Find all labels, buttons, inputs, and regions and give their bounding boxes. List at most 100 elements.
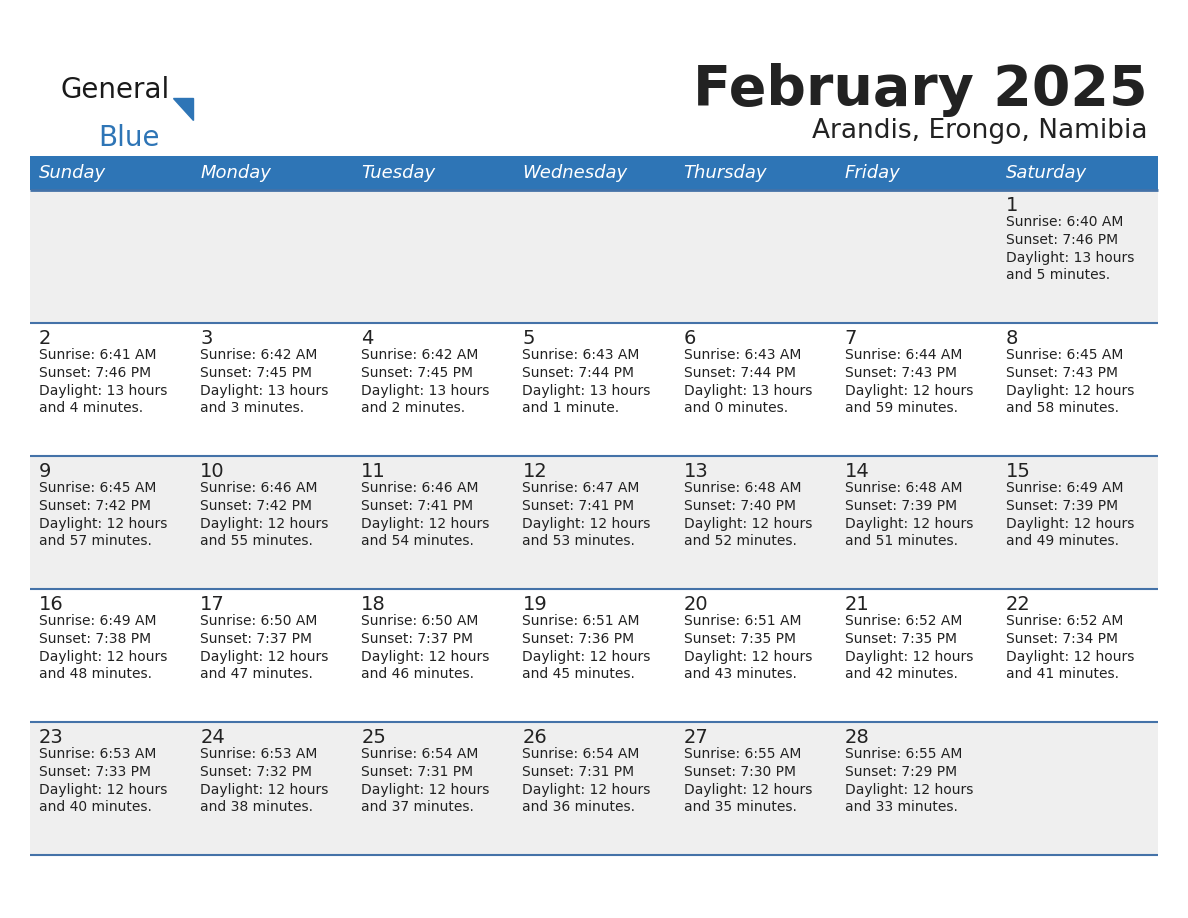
Text: Daylight: 12 hours: Daylight: 12 hours xyxy=(361,517,489,531)
Text: Sunset: 7:46 PM: Sunset: 7:46 PM xyxy=(39,366,151,380)
Text: Sunrise: 6:46 AM: Sunrise: 6:46 AM xyxy=(361,481,479,495)
Text: 16: 16 xyxy=(39,595,64,614)
Text: 10: 10 xyxy=(200,462,225,481)
Text: and 54 minutes.: and 54 minutes. xyxy=(361,534,474,548)
Text: 23: 23 xyxy=(39,728,64,747)
Text: and 59 minutes.: and 59 minutes. xyxy=(845,401,958,415)
Text: Sunset: 7:46 PM: Sunset: 7:46 PM xyxy=(1006,233,1118,247)
Text: 2: 2 xyxy=(39,329,51,348)
Bar xyxy=(30,722,1158,855)
Text: Daylight: 12 hours: Daylight: 12 hours xyxy=(39,783,168,797)
Text: 14: 14 xyxy=(845,462,870,481)
Bar xyxy=(835,156,997,190)
Text: Sunset: 7:45 PM: Sunset: 7:45 PM xyxy=(361,366,473,380)
Bar xyxy=(675,156,835,190)
Bar xyxy=(513,156,675,190)
Text: Arandis, Erongo, Namibia: Arandis, Erongo, Namibia xyxy=(813,118,1148,144)
Text: Sunrise: 6:55 AM: Sunrise: 6:55 AM xyxy=(845,747,962,761)
Bar xyxy=(30,589,1158,722)
Text: Sunrise: 6:50 AM: Sunrise: 6:50 AM xyxy=(361,614,479,628)
Text: Daylight: 13 hours: Daylight: 13 hours xyxy=(523,384,651,398)
Text: 8: 8 xyxy=(1006,329,1018,348)
Text: Tuesday: Tuesday xyxy=(361,164,436,182)
Text: Daylight: 13 hours: Daylight: 13 hours xyxy=(200,384,329,398)
Text: Sunrise: 6:50 AM: Sunrise: 6:50 AM xyxy=(200,614,317,628)
Text: Sunrise: 6:45 AM: Sunrise: 6:45 AM xyxy=(1006,348,1123,362)
Bar xyxy=(30,456,1158,589)
Text: Sunday: Sunday xyxy=(39,164,106,182)
Text: Daylight: 12 hours: Daylight: 12 hours xyxy=(361,783,489,797)
Text: Sunrise: 6:46 AM: Sunrise: 6:46 AM xyxy=(200,481,317,495)
Text: 1: 1 xyxy=(1006,196,1018,215)
Text: Daylight: 12 hours: Daylight: 12 hours xyxy=(523,783,651,797)
Text: 21: 21 xyxy=(845,595,870,614)
Text: Monday: Monday xyxy=(200,164,271,182)
Text: Daylight: 12 hours: Daylight: 12 hours xyxy=(523,517,651,531)
Bar xyxy=(30,156,191,190)
Text: and 49 minutes.: and 49 minutes. xyxy=(1006,534,1119,548)
Text: 11: 11 xyxy=(361,462,386,481)
Text: Sunset: 7:41 PM: Sunset: 7:41 PM xyxy=(361,499,473,513)
Text: Daylight: 12 hours: Daylight: 12 hours xyxy=(845,517,973,531)
Text: and 37 minutes.: and 37 minutes. xyxy=(361,800,474,814)
Text: Saturday: Saturday xyxy=(1006,164,1087,182)
Text: Daylight: 12 hours: Daylight: 12 hours xyxy=(1006,650,1135,664)
Text: Sunset: 7:30 PM: Sunset: 7:30 PM xyxy=(683,765,796,779)
Text: Daylight: 12 hours: Daylight: 12 hours xyxy=(683,517,811,531)
Text: 25: 25 xyxy=(361,728,386,747)
Text: 26: 26 xyxy=(523,728,548,747)
Text: Daylight: 12 hours: Daylight: 12 hours xyxy=(683,650,811,664)
Text: Daylight: 12 hours: Daylight: 12 hours xyxy=(39,517,168,531)
Text: Sunrise: 6:48 AM: Sunrise: 6:48 AM xyxy=(683,481,801,495)
Polygon shape xyxy=(173,98,192,120)
Text: Sunrise: 6:41 AM: Sunrise: 6:41 AM xyxy=(39,348,157,362)
Text: Sunrise: 6:54 AM: Sunrise: 6:54 AM xyxy=(523,747,640,761)
Text: Sunset: 7:35 PM: Sunset: 7:35 PM xyxy=(845,632,956,646)
Text: Sunrise: 6:42 AM: Sunrise: 6:42 AM xyxy=(361,348,479,362)
Text: Daylight: 12 hours: Daylight: 12 hours xyxy=(1006,384,1135,398)
Text: and 33 minutes.: and 33 minutes. xyxy=(845,800,958,814)
Text: Sunrise: 6:48 AM: Sunrise: 6:48 AM xyxy=(845,481,962,495)
Bar xyxy=(30,323,1158,456)
Text: Sunset: 7:42 PM: Sunset: 7:42 PM xyxy=(200,499,312,513)
Text: Sunrise: 6:52 AM: Sunrise: 6:52 AM xyxy=(1006,614,1123,628)
Text: Daylight: 12 hours: Daylight: 12 hours xyxy=(845,650,973,664)
Text: Daylight: 12 hours: Daylight: 12 hours xyxy=(845,384,973,398)
Text: Daylight: 13 hours: Daylight: 13 hours xyxy=(1006,251,1135,265)
Text: Sunset: 7:39 PM: Sunset: 7:39 PM xyxy=(845,499,956,513)
Text: 20: 20 xyxy=(683,595,708,614)
Text: Sunset: 7:42 PM: Sunset: 7:42 PM xyxy=(39,499,151,513)
Text: and 35 minutes.: and 35 minutes. xyxy=(683,800,796,814)
Text: 9: 9 xyxy=(39,462,51,481)
Text: 12: 12 xyxy=(523,462,548,481)
Text: 17: 17 xyxy=(200,595,225,614)
Text: Sunset: 7:36 PM: Sunset: 7:36 PM xyxy=(523,632,634,646)
Text: and 3 minutes.: and 3 minutes. xyxy=(200,401,304,415)
Text: and 55 minutes.: and 55 minutes. xyxy=(200,534,312,548)
Text: and 4 minutes.: and 4 minutes. xyxy=(39,401,143,415)
Text: and 58 minutes.: and 58 minutes. xyxy=(1006,401,1119,415)
Bar xyxy=(191,156,353,190)
Text: and 51 minutes.: and 51 minutes. xyxy=(845,534,958,548)
Text: and 52 minutes.: and 52 minutes. xyxy=(683,534,796,548)
Text: Sunrise: 6:53 AM: Sunrise: 6:53 AM xyxy=(200,747,317,761)
Text: Sunrise: 6:45 AM: Sunrise: 6:45 AM xyxy=(39,481,157,495)
Text: 13: 13 xyxy=(683,462,708,481)
Text: Sunset: 7:37 PM: Sunset: 7:37 PM xyxy=(200,632,312,646)
Text: Daylight: 12 hours: Daylight: 12 hours xyxy=(845,783,973,797)
Text: General: General xyxy=(61,76,169,104)
Text: Daylight: 12 hours: Daylight: 12 hours xyxy=(361,650,489,664)
Text: Sunset: 7:43 PM: Sunset: 7:43 PM xyxy=(1006,366,1118,380)
Text: February 2025: February 2025 xyxy=(694,63,1148,117)
Text: and 5 minutes.: and 5 minutes. xyxy=(1006,268,1110,282)
Text: Daylight: 13 hours: Daylight: 13 hours xyxy=(683,384,811,398)
Text: Sunrise: 6:43 AM: Sunrise: 6:43 AM xyxy=(683,348,801,362)
Text: Sunrise: 6:55 AM: Sunrise: 6:55 AM xyxy=(683,747,801,761)
Bar xyxy=(353,156,513,190)
Text: Daylight: 12 hours: Daylight: 12 hours xyxy=(39,650,168,664)
Text: and 43 minutes.: and 43 minutes. xyxy=(683,667,796,681)
Text: Blue: Blue xyxy=(97,124,159,152)
Text: 24: 24 xyxy=(200,728,225,747)
Text: Sunset: 7:35 PM: Sunset: 7:35 PM xyxy=(683,632,796,646)
Text: Sunset: 7:34 PM: Sunset: 7:34 PM xyxy=(1006,632,1118,646)
